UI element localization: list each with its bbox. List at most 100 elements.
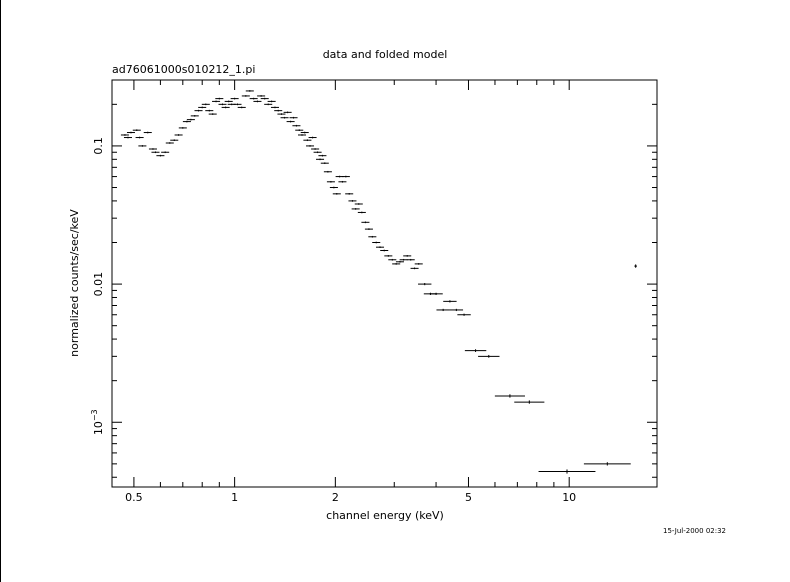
data-point [253, 100, 262, 103]
data-point [449, 308, 464, 312]
data-point [380, 249, 389, 252]
data-point [316, 158, 325, 161]
data-point [443, 300, 457, 303]
plot-frame [111, 79, 658, 488]
data-point [148, 148, 157, 150]
y-axis-ticks [112, 103, 657, 478]
data-point [348, 200, 357, 202]
data-point [123, 136, 132, 139]
x-tick-label: 1 [231, 491, 238, 504]
data-point [583, 462, 631, 466]
data-point [120, 134, 129, 136]
data-point [212, 100, 221, 103]
data-point [372, 241, 381, 244]
data-point [634, 264, 637, 268]
data-point [143, 131, 152, 134]
data-point [241, 95, 250, 97]
x-tick-label: 2 [332, 491, 339, 504]
data-point [303, 139, 312, 142]
data-point [464, 349, 487, 353]
x-axis-label: channel energy (keV) [326, 509, 444, 522]
data-point [311, 148, 320, 150]
x-axis-ticks [133, 80, 570, 487]
data-point [233, 103, 242, 106]
data-point [249, 97, 258, 100]
x-tick-label: 10 [562, 491, 576, 504]
data-point [208, 113, 217, 115]
data-point [414, 263, 423, 265]
data-point [403, 255, 412, 257]
data-point [215, 97, 224, 100]
data-point [429, 292, 443, 295]
data-point [224, 100, 233, 103]
data-point [198, 106, 207, 109]
data-point [318, 154, 327, 157]
data-point [345, 193, 354, 195]
data-point [326, 180, 335, 183]
data-point [161, 151, 170, 154]
data-point [286, 120, 295, 123]
data-point [538, 469, 596, 474]
data-point [186, 118, 195, 121]
y-axis-tick-labels: 0.1 0.01 10−3 [90, 137, 105, 435]
data-point [399, 258, 408, 261]
data-point [308, 136, 317, 139]
data-point [292, 124, 301, 127]
data-point [384, 255, 393, 257]
data-point [305, 145, 315, 147]
data-point [178, 127, 187, 129]
data-point [406, 258, 415, 261]
data-point [354, 203, 363, 205]
data-point [221, 106, 230, 109]
data-point [132, 129, 141, 132]
data-point [151, 151, 160, 154]
data-point [283, 111, 292, 114]
window-left-edge [0, 0, 1, 582]
data-point [194, 109, 203, 112]
data-point [280, 116, 289, 119]
y-tick-label: 10−3 [90, 409, 105, 435]
data-point [392, 263, 401, 265]
y-tick-label: 0.01 [92, 272, 105, 297]
chart-title: data and folded model [323, 48, 448, 61]
data-point [338, 180, 347, 183]
data-point [190, 115, 199, 117]
data-point [135, 136, 144, 139]
data-point [274, 109, 283, 112]
data-point [341, 175, 350, 178]
data-point [494, 394, 525, 398]
x-tick-label: 5 [465, 491, 472, 504]
data-point [332, 193, 341, 195]
data-point [457, 313, 471, 316]
data-point [368, 235, 377, 238]
data-point [245, 90, 254, 92]
data-point [364, 228, 373, 230]
data-point [388, 258, 397, 261]
data-point [182, 120, 191, 123]
data-point [174, 134, 183, 136]
data-point [357, 211, 366, 214]
x-tick-label: 0.5 [125, 491, 143, 504]
data-point [277, 113, 286, 115]
timestamp: 15-Jul-2000 02:32 [663, 527, 726, 535]
data-point [260, 97, 269, 100]
data-point [289, 116, 298, 119]
data-point [323, 170, 332, 173]
data-point [237, 106, 246, 109]
data-point [418, 282, 432, 286]
data-point [201, 103, 210, 106]
data-point [329, 186, 338, 189]
data-point [264, 103, 273, 106]
data-point [361, 221, 370, 224]
data-point [478, 354, 500, 358]
data-point [218, 103, 227, 106]
y-axis-label: normalized counts/sec/keV [68, 209, 81, 357]
data-points [120, 90, 637, 474]
data-point [514, 400, 545, 404]
data-point [297, 134, 307, 136]
data-point [295, 129, 304, 132]
data-point [267, 100, 276, 103]
x-axis-tick-labels: 0.5 1 2 5 10 [125, 491, 576, 504]
data-point [313, 151, 322, 154]
